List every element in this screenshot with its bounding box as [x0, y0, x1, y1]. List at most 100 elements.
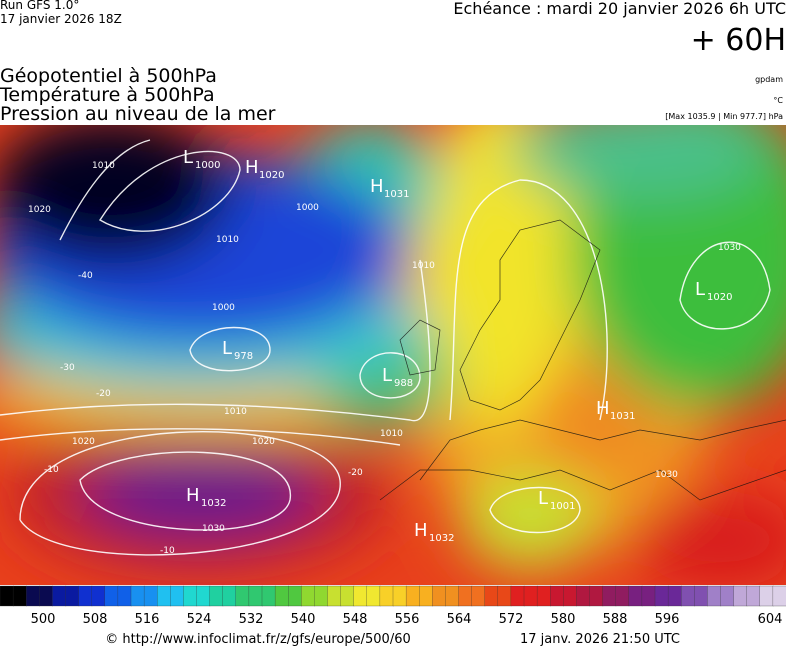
colorbar-cell [157, 585, 171, 607]
colorbar-cell [759, 585, 774, 607]
colorbar-cell [589, 585, 604, 607]
colorbar-cell [615, 585, 630, 607]
colorbar-cell [432, 585, 447, 607]
colorbar-cell [405, 585, 420, 607]
center-kind: L [382, 365, 392, 386]
colorbar-cell [104, 585, 119, 607]
colorbar-cell [314, 585, 329, 607]
center-value: 978 [234, 351, 253, 362]
center-kind: L [538, 488, 548, 509]
isobar-label: 1010 [92, 161, 115, 171]
isobar-label: 1020 [252, 437, 275, 447]
temperature-label: -20 [96, 389, 111, 399]
colorbar-label: 540 [291, 612, 316, 627]
colorbar-cell [91, 585, 106, 607]
colorbar-label: 604 [758, 612, 783, 627]
lead-time: + 60H [691, 23, 786, 58]
colorbar-cell [628, 585, 643, 607]
colorbar-label: 508 [83, 612, 108, 627]
center-value: 1020 [707, 292, 732, 303]
colorbar-label: 532 [239, 612, 264, 627]
colorbar-label: 516 [135, 612, 160, 627]
center-kind: H [414, 520, 428, 541]
colorbar-cell [392, 585, 407, 607]
colorbar-cell [222, 585, 237, 607]
colorbar-cell [563, 585, 578, 607]
colorbar-cell [274, 585, 289, 607]
isobar-label: 1020 [28, 205, 51, 215]
colorbar-cell [12, 585, 27, 607]
colorbar-cell [523, 585, 538, 607]
colorbar-label: 572 [499, 612, 524, 627]
colorbar-cell [694, 585, 709, 607]
colorbar-cell [52, 585, 67, 607]
colorbar-cell [143, 585, 158, 607]
colorbar-cell [183, 585, 198, 607]
colorbar-cell [419, 585, 433, 607]
colorbar-cell [707, 585, 722, 607]
colorbar-cell [301, 585, 316, 607]
center-value: 1032 [201, 498, 226, 509]
temperature-label: -40 [78, 271, 93, 281]
colorbar-cell [65, 585, 80, 607]
colorbar-cell [327, 585, 342, 607]
colorbar-cell [39, 585, 54, 607]
isobar-label: 1010 [216, 235, 239, 245]
temperature-label: -30 [60, 363, 75, 373]
colorbar-label: 596 [655, 612, 680, 627]
source: © http://www.infoclimat.fr/z/gfs/europe/… [105, 632, 411, 647]
colorbar-cell [550, 585, 564, 607]
field: Température à 500hPa [0, 84, 215, 106]
center-kind: H [596, 398, 610, 419]
center-kind: H [370, 176, 384, 197]
map: L 1000 H 1020 H 1031 L 978 L 988 H 1032 H 1032 … [0, 125, 786, 585]
colorbar-cell [510, 585, 525, 607]
colorbar-cell [746, 585, 761, 607]
isobar-label: 1010 [412, 261, 435, 271]
center-kind: H [245, 157, 259, 178]
colorbar-cell [117, 585, 132, 607]
colorbar-cell [366, 585, 381, 607]
colorbar-cell [458, 585, 473, 607]
colorbar-cell [248, 585, 263, 607]
colorbar-cell [353, 585, 368, 607]
center-kind: H [186, 485, 200, 506]
temperature-label: -10 [44, 465, 59, 475]
colorbar-cell [340, 585, 355, 607]
center-value: 1001 [550, 501, 575, 512]
colorbar-label: 524 [187, 612, 212, 627]
isobar-label: 1030 [718, 243, 741, 253]
isobar-label: 1010 [224, 407, 247, 417]
field: Géopotentiel à 500hPa [0, 65, 217, 87]
colorbar-cell [471, 585, 486, 607]
center-value: 1031 [384, 189, 409, 200]
unit: gpdam [755, 75, 783, 84]
colorbar-cell [576, 585, 591, 607]
colorbar-cell [78, 585, 93, 607]
colorbar-cell [484, 585, 499, 607]
colorbar-cell [602, 585, 617, 607]
colorbar-cell [209, 585, 224, 607]
colorbar-cell [196, 585, 211, 607]
center-kind: L [222, 338, 232, 359]
colorbar-label: 564 [447, 612, 472, 627]
unit: °C [773, 96, 783, 105]
colorbar-cell [681, 585, 695, 607]
colorbar-cell [288, 585, 302, 607]
run: Run GFS 1.0° [0, 0, 79, 12]
colorbar-cell [170, 585, 185, 607]
colorbar-cell [130, 585, 145, 607]
colorbar-label: 580 [551, 612, 576, 627]
center-value: 1020 [259, 170, 284, 181]
colorbar-label: 588 [603, 612, 628, 627]
colorbar-cell [720, 585, 735, 607]
isobar-label: 1010 [380, 429, 403, 439]
isobar-label: 1030 [655, 470, 678, 480]
colorbar-cell [772, 585, 786, 607]
center-kind: L [183, 147, 193, 168]
colorbar-cell [497, 585, 512, 607]
colorbar-cell [536, 585, 551, 607]
valid-time: Echéance : mardi 20 janvier 2026 6h UTC [453, 0, 786, 18]
colorbar-cell [667, 585, 682, 607]
